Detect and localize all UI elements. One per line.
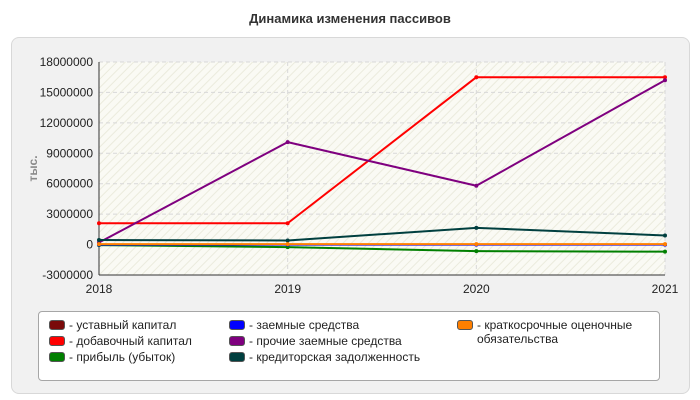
x-tick-label: 2020 [463, 282, 490, 296]
data-point [97, 221, 101, 226]
legend-column: - уставный капитал - добавочный капитал - … [49, 318, 224, 366]
legend-label: - уставный капитал [69, 318, 177, 332]
legend-label: - добавочный капитал [69, 334, 192, 348]
legend-swatch [457, 320, 473, 330]
y-axis-label: тыс. [26, 155, 40, 181]
y-tick-label: 18000000 [40, 55, 94, 69]
legend-column: - краткосрочные оценочные обязательства [457, 318, 657, 348]
data-point [474, 242, 479, 247]
legend-item[interactable]: - прибыль (убыток) [49, 350, 224, 366]
legend-item[interactable]: - заемные средства [229, 318, 449, 334]
legend-swatch [229, 320, 245, 330]
legend-item[interactable]: - уставный капитал [49, 318, 224, 334]
legend-swatch [49, 320, 65, 330]
series-line [98, 79, 666, 244]
data-point [474, 249, 479, 254]
y-tick-label: 3000000 [46, 207, 93, 221]
series-line [99, 76, 665, 225]
data-point [663, 78, 667, 83]
data-point [285, 140, 290, 145]
plot-background [99, 62, 665, 275]
legend-item[interactable]: - добавочный капитал [49, 334, 224, 350]
legend-swatch [229, 352, 245, 362]
data-point [663, 242, 667, 247]
y-tick-label: 6000000 [46, 177, 93, 191]
legend-swatch [49, 352, 65, 362]
legend-swatch [229, 336, 245, 346]
series-line [98, 226, 666, 242]
legend-item[interactable]: - кредиторская задолженность [229, 350, 449, 366]
data-point [285, 221, 290, 226]
legend-label: - кредиторская задолженность [249, 350, 421, 364]
x-tick-label: 2019 [274, 282, 301, 296]
data-point [474, 225, 479, 230]
legend: - уставный капитал - добавочный капитал - … [38, 311, 660, 381]
series-line [98, 244, 666, 253]
x-tick-label: 2021 [652, 282, 679, 296]
x-tick-label: 2018 [86, 282, 113, 296]
y-tick-label: -3000000 [42, 268, 93, 282]
data-point [663, 249, 667, 254]
data-point [474, 75, 479, 80]
legend-item[interactable]: - прочие заемные средства [229, 334, 449, 350]
data-point [663, 75, 667, 80]
legend-item[interactable]: - краткосрочные оценочные обязательства [457, 318, 657, 348]
legend-label: - прочие заемные средства [249, 334, 402, 348]
y-tick-label: 15000000 [40, 85, 94, 99]
y-tick-label: 0 [86, 238, 93, 252]
legend-label: - краткосрочные оценочные обязательства [477, 318, 633, 346]
data-point [97, 238, 101, 243]
data-point [285, 242, 290, 247]
legend-column: - заемные средства - прочие заемные средс… [229, 318, 449, 366]
legend-label: - заемные средства [249, 318, 360, 332]
legend-label: - прибыль (убыток) [69, 350, 176, 364]
chart-title: Динамика изменения пассивов [249, 11, 451, 26]
data-point [97, 242, 101, 247]
data-point [663, 233, 667, 238]
data-point [474, 183, 479, 188]
data-point [285, 238, 290, 243]
y-tick-label: 12000000 [40, 116, 94, 130]
legend-swatch [49, 336, 65, 346]
y-tick-label: 9000000 [46, 146, 93, 160]
